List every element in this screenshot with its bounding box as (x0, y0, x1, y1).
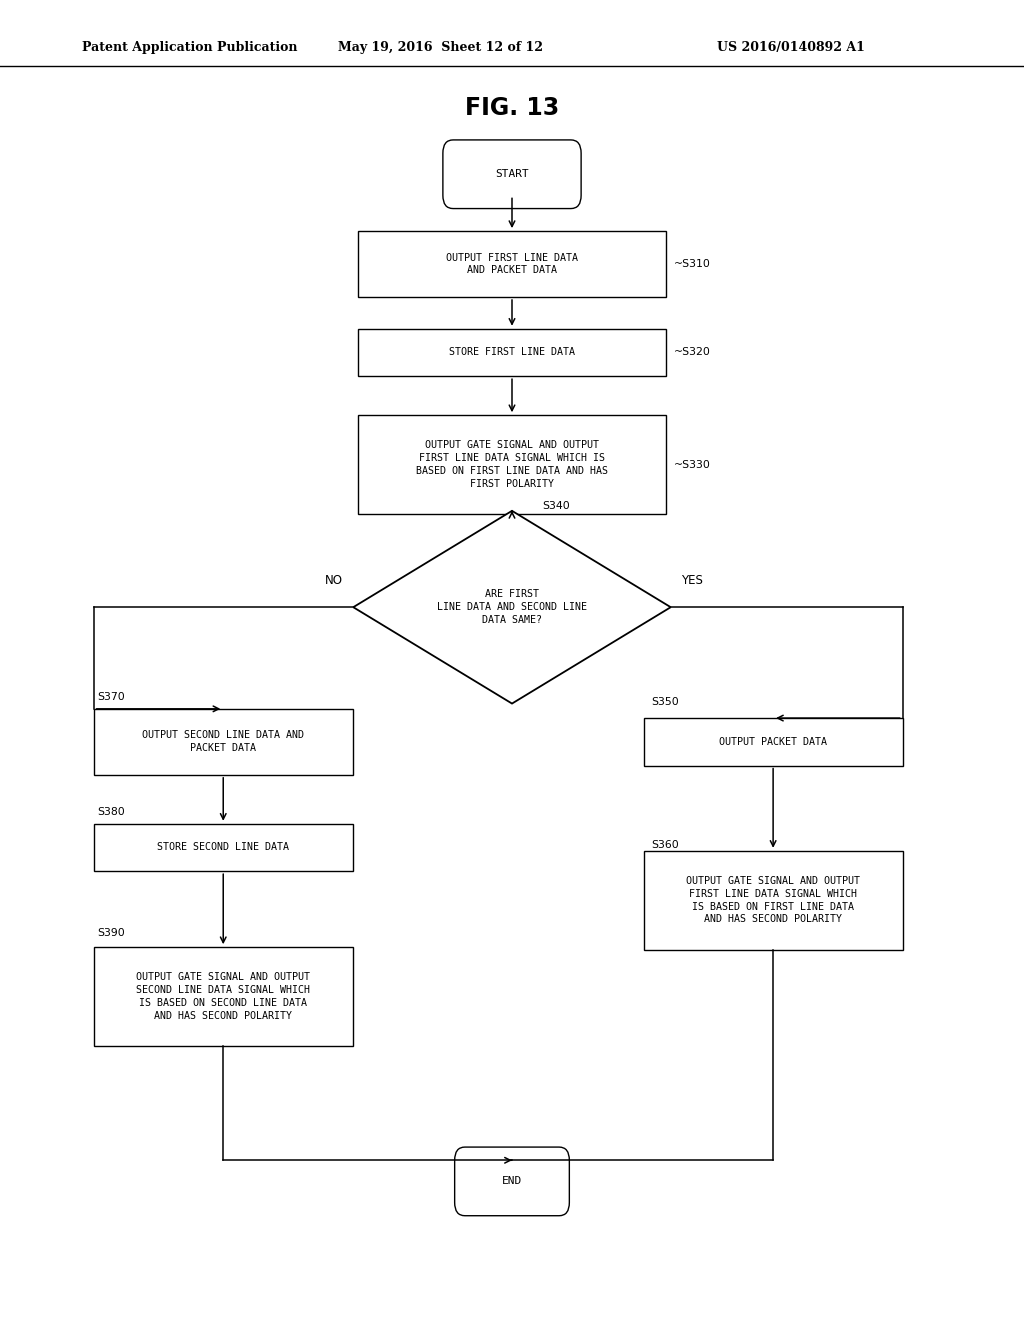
Text: May 19, 2016  Sheet 12 of 12: May 19, 2016 Sheet 12 of 12 (338, 41, 543, 54)
Text: OUTPUT FIRST LINE DATA
AND PACKET DATA: OUTPUT FIRST LINE DATA AND PACKET DATA (446, 252, 578, 276)
Text: NO: NO (325, 574, 343, 587)
FancyBboxPatch shape (358, 329, 666, 376)
Text: Patent Application Publication: Patent Application Publication (82, 41, 297, 54)
Text: US 2016/0140892 A1: US 2016/0140892 A1 (717, 41, 864, 54)
FancyBboxPatch shape (358, 231, 666, 297)
Text: OUTPUT GATE SIGNAL AND OUTPUT
FIRST LINE DATA SIGNAL WHICH IS
BASED ON FIRST LIN: OUTPUT GATE SIGNAL AND OUTPUT FIRST LINE… (416, 441, 608, 488)
FancyBboxPatch shape (442, 140, 582, 209)
Text: S380: S380 (97, 807, 125, 817)
Text: S350: S350 (651, 697, 679, 708)
Text: OUTPUT GATE SIGNAL AND OUTPUT
FIRST LINE DATA SIGNAL WHICH
IS BASED ON FIRST LIN: OUTPUT GATE SIGNAL AND OUTPUT FIRST LINE… (686, 876, 860, 924)
Text: ~S310: ~S310 (674, 259, 711, 269)
Polygon shape (353, 511, 671, 704)
Text: FIG. 13: FIG. 13 (465, 96, 559, 120)
Text: S360: S360 (651, 840, 679, 850)
FancyBboxPatch shape (358, 414, 666, 513)
Text: ~S330: ~S330 (674, 459, 711, 470)
Text: OUTPUT GATE SIGNAL AND OUTPUT
SECOND LINE DATA SIGNAL WHICH
IS BASED ON SECOND L: OUTPUT GATE SIGNAL AND OUTPUT SECOND LIN… (136, 973, 310, 1020)
FancyBboxPatch shape (644, 718, 903, 766)
Text: STORE FIRST LINE DATA: STORE FIRST LINE DATA (449, 347, 575, 358)
Text: YES: YES (681, 574, 702, 587)
FancyBboxPatch shape (94, 824, 352, 871)
Text: S340: S340 (543, 500, 570, 511)
Text: ~S320: ~S320 (674, 347, 711, 358)
Text: STORE SECOND LINE DATA: STORE SECOND LINE DATA (158, 842, 289, 853)
FancyBboxPatch shape (644, 850, 903, 950)
Text: OUTPUT SECOND LINE DATA AND
PACKET DATA: OUTPUT SECOND LINE DATA AND PACKET DATA (142, 730, 304, 754)
Text: S390: S390 (97, 928, 125, 939)
Text: ARE FIRST
LINE DATA AND SECOND LINE
DATA SAME?: ARE FIRST LINE DATA AND SECOND LINE DATA… (437, 590, 587, 624)
Text: S370: S370 (97, 692, 125, 702)
FancyBboxPatch shape (94, 948, 352, 1045)
Text: END: END (502, 1176, 522, 1187)
FancyBboxPatch shape (455, 1147, 569, 1216)
Text: START: START (496, 169, 528, 180)
Text: OUTPUT PACKET DATA: OUTPUT PACKET DATA (719, 737, 827, 747)
FancyBboxPatch shape (94, 709, 352, 775)
